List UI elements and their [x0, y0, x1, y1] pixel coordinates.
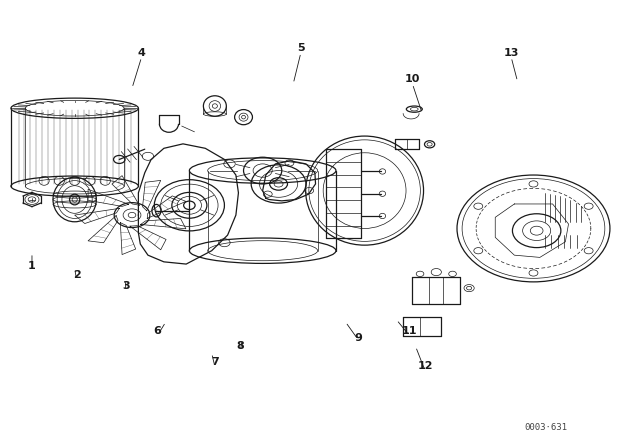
- Text: 7: 7: [211, 357, 219, 367]
- Text: 5: 5: [297, 43, 305, 53]
- Text: 1: 1: [28, 261, 36, 271]
- Text: 11: 11: [401, 326, 417, 336]
- Text: 6: 6: [154, 326, 161, 336]
- Text: 9: 9: [355, 332, 362, 343]
- Text: 13: 13: [504, 47, 519, 58]
- Text: 3: 3: [122, 281, 129, 291]
- Text: 4: 4: [138, 47, 145, 58]
- Text: 2: 2: [73, 270, 81, 280]
- Text: 8: 8: [236, 341, 244, 351]
- Text: 0003·631: 0003·631: [525, 423, 568, 432]
- Text: 10: 10: [404, 74, 420, 84]
- Text: 12: 12: [417, 362, 433, 371]
